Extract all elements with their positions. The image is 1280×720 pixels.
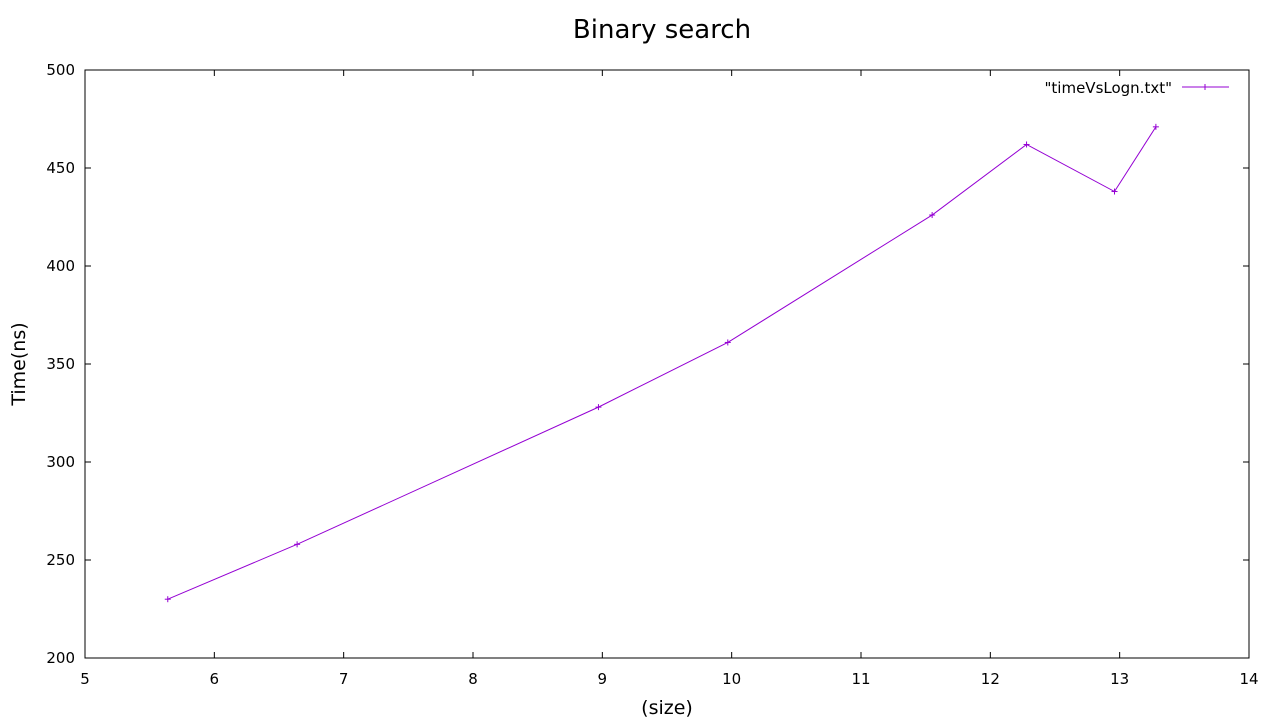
y-tick-label: 500 — [46, 61, 75, 79]
legend-point — [1202, 84, 1208, 90]
data-point — [724, 339, 731, 346]
series-line — [167, 126, 1157, 600]
y-tick-label: 450 — [46, 159, 75, 177]
y-axis-label: Time(ns) — [8, 322, 30, 406]
x-tick-label: 10 — [722, 670, 741, 688]
x-tick-label: 9 — [598, 670, 608, 688]
x-tick-label: 14 — [1239, 670, 1258, 688]
legend-label: "timeVsLogn.txt" — [1045, 79, 1172, 97]
x-tick-label: 7 — [339, 670, 349, 688]
series-layer — [164, 123, 1159, 603]
y-tick-label: 200 — [46, 649, 75, 667]
y-tick-label: 400 — [46, 257, 75, 275]
data-point — [929, 212, 936, 219]
data-point — [294, 541, 301, 548]
legend: "timeVsLogn.txt" — [1045, 79, 1229, 97]
chart-title: Binary search — [573, 15, 751, 45]
x-tick-label: 12 — [981, 670, 1000, 688]
x-axis-label: (size) — [641, 697, 693, 719]
data-point — [595, 404, 602, 411]
data-point — [164, 596, 171, 603]
data-point — [1111, 188, 1118, 195]
x-tick-label: 8 — [468, 670, 478, 688]
x-tick-label: 5 — [80, 670, 90, 688]
plot-frame — [84, 69, 1250, 659]
data-point — [1023, 141, 1030, 148]
y-tick-label: 300 — [46, 453, 75, 471]
data-point — [1152, 123, 1159, 130]
legend-marker — [1202, 84, 1208, 90]
x-tick-label: 11 — [851, 670, 870, 688]
x-tick-label: 13 — [1110, 670, 1129, 688]
axis-ticks: 5 6 7 8 9 10 11 12 13 14 200 250 300 350 400 450 500 — [46, 61, 1258, 688]
x-tick-label: 6 — [210, 670, 220, 688]
y-tick-label: 350 — [46, 355, 75, 373]
y-tick-label: 250 — [46, 551, 75, 569]
